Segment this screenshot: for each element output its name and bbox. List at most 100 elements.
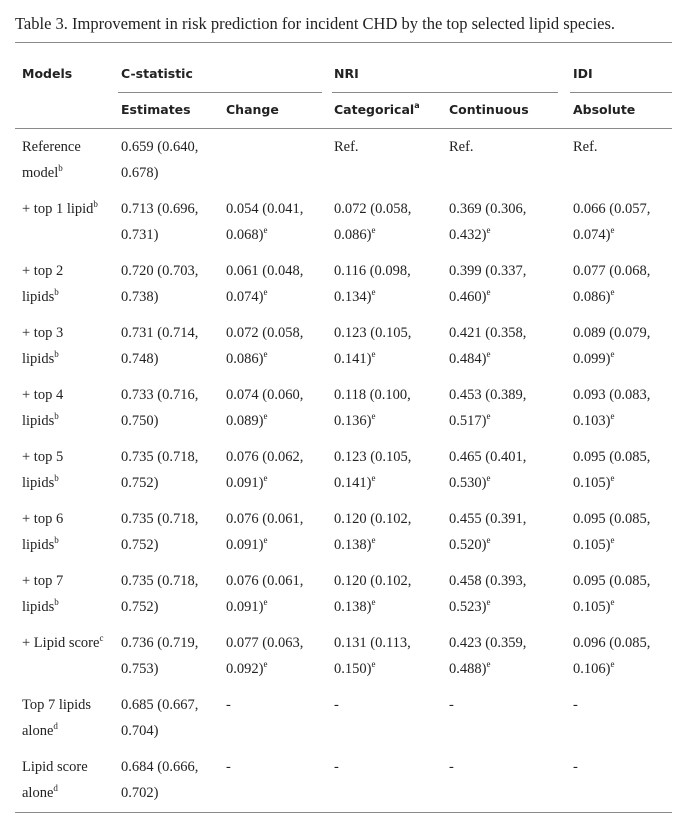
superscript: e: [610, 225, 615, 235]
superscript: e: [371, 225, 376, 235]
cell-text: 0.095 (0.085, 0.105): [573, 511, 651, 553]
table-cell: 0.089 (0.079, 0.099)e: [573, 320, 671, 372]
table-cell: -: [226, 759, 231, 775]
group-rule: [570, 92, 672, 93]
cell-text: 0.369 (0.306, 0.432): [449, 201, 527, 243]
table-cell: 0.735 (0.718, 0.752): [121, 573, 199, 615]
superscript: b: [54, 473, 59, 483]
table-cell: 0.066 (0.057, 0.074)e: [573, 196, 671, 248]
cell-text: 0.453 (0.389, 0.517): [449, 387, 527, 429]
superscript: b: [54, 349, 59, 359]
table-cell: 0.733 (0.716, 0.750): [121, 387, 199, 429]
cell-text: 0.054 (0.041, 0.068): [226, 201, 304, 243]
superscript: e: [263, 411, 268, 421]
column-header: Absolute: [573, 100, 635, 120]
cell-text: 0.131 (0.113, 0.150): [334, 635, 411, 677]
cell-text: 0.116 (0.098, 0.134): [334, 263, 411, 305]
cell-text: + top 6 lipids: [22, 511, 64, 553]
group-rule: [118, 92, 322, 93]
table-cell: -: [334, 697, 339, 713]
column-header: Estimates: [121, 100, 191, 120]
column-header: Continuous: [449, 100, 529, 120]
header-group: C-statistic: [121, 66, 193, 81]
cell-text: 0.120 (0.102, 0.138): [334, 573, 412, 615]
table-cell: -: [573, 697, 578, 713]
table-cell: 0.421 (0.358, 0.484)e: [449, 320, 559, 372]
cell-text: + Lipid score: [22, 635, 100, 651]
superscript: e: [486, 411, 491, 421]
cell-text: 0.074 (0.060, 0.089): [226, 387, 304, 429]
cell-text: + top 4 lipids: [22, 387, 64, 429]
table-cell: 0.074 (0.060, 0.089)e: [226, 382, 324, 434]
table-cell: 0.736 (0.719, 0.753): [121, 635, 199, 677]
superscript: e: [486, 287, 491, 297]
superscript: e: [486, 659, 491, 669]
superscript: e: [371, 659, 376, 669]
bottom-rule: [15, 812, 672, 813]
table-cell: 0.076 (0.062, 0.091)e: [226, 444, 324, 496]
cell-text: Reference model: [22, 139, 81, 181]
superscript: b: [58, 163, 63, 173]
table-cell: -: [449, 759, 454, 775]
cell-text: 0.076 (0.062, 0.091): [226, 449, 304, 491]
superscript: b: [54, 287, 59, 297]
table-cell: -: [449, 697, 454, 713]
cell-text: 0.421 (0.358, 0.484): [449, 325, 527, 367]
row-label: + top 3 lipidsb: [22, 320, 102, 372]
table-cell: 0.720 (0.703, 0.738): [121, 263, 199, 305]
row-label: Reference modelb: [22, 134, 102, 186]
cell-text: 0.120 (0.102, 0.138): [334, 511, 412, 553]
superscript: e: [263, 659, 268, 669]
table-cell: 0.685 (0.667, 0.704): [121, 697, 199, 739]
superscript: e: [371, 287, 376, 297]
superscript: e: [486, 535, 491, 545]
superscript: e: [486, 597, 491, 607]
cell-text: 0.077 (0.063, 0.092): [226, 635, 304, 677]
table-cell: 0.072 (0.058, 0.086)e: [226, 320, 324, 372]
header-group: IDI: [573, 66, 593, 81]
superscript: c: [99, 633, 104, 643]
table-cell: 0.131 (0.113, 0.150)e: [334, 630, 434, 682]
cell-text: 0.076 (0.061, 0.091): [226, 511, 304, 553]
table-cell: 0.735 (0.718, 0.752): [121, 449, 199, 491]
cell-text: 0.077 (0.068, 0.086): [573, 263, 651, 305]
table-cell: 0.076 (0.061, 0.091)e: [226, 506, 324, 558]
table-cell: 0.123 (0.105, 0.141)e: [334, 320, 434, 372]
table-cell: 0.116 (0.098, 0.134)e: [334, 258, 434, 310]
superscript: e: [486, 225, 491, 235]
superscript: e: [263, 597, 268, 607]
row-label: + top 7 lipidsb: [22, 568, 102, 620]
cell-text: 0.399 (0.337, 0.460): [449, 263, 527, 305]
table-cell: 0.095 (0.085, 0.105)e: [573, 444, 671, 496]
table-cell: 0.453 (0.389, 0.517)e: [449, 382, 559, 434]
table-cell: 0.120 (0.102, 0.138)e: [334, 506, 434, 558]
table-cell: 0.735 (0.718, 0.752): [121, 511, 199, 553]
row-label: + top 1 lipidb: [22, 196, 102, 222]
header-group: Models: [22, 66, 73, 81]
cell-text: + top 2 lipids: [22, 263, 64, 305]
top-rule: [15, 42, 672, 43]
superscript: e: [610, 535, 615, 545]
cell-text: 0.423 (0.359, 0.488): [449, 635, 527, 677]
cell-text: Estimates: [121, 102, 191, 117]
cell-text: Lipid score alone: [22, 759, 88, 801]
superscript: e: [610, 349, 615, 359]
table-cell: 0.684 (0.666, 0.702): [121, 759, 199, 801]
group-rule: [332, 92, 558, 93]
table-cell: 0.399 (0.337, 0.460)e: [449, 258, 559, 310]
cell-text: + top 5 lipids: [22, 449, 64, 491]
column-header: Change: [226, 100, 279, 120]
superscript: e: [610, 659, 615, 669]
superscript: e: [610, 287, 615, 297]
table-cell: 0.659 (0.640, 0.678): [121, 139, 199, 181]
row-label: + Lipid scorec: [22, 630, 104, 656]
table-cell: Ref.: [449, 139, 474, 155]
table-cell: 0.713 (0.696, 0.731): [121, 201, 199, 243]
table-cell: 0.095 (0.085, 0.105)e: [573, 506, 671, 558]
table-cell: -: [334, 759, 339, 775]
table-cell: 0.095 (0.085, 0.105)e: [573, 568, 671, 620]
cell-text: 0.123 (0.105, 0.141): [334, 325, 412, 367]
cell-text: Categorical: [334, 102, 415, 117]
table-cell: 0.093 (0.083, 0.103)e: [573, 382, 671, 434]
